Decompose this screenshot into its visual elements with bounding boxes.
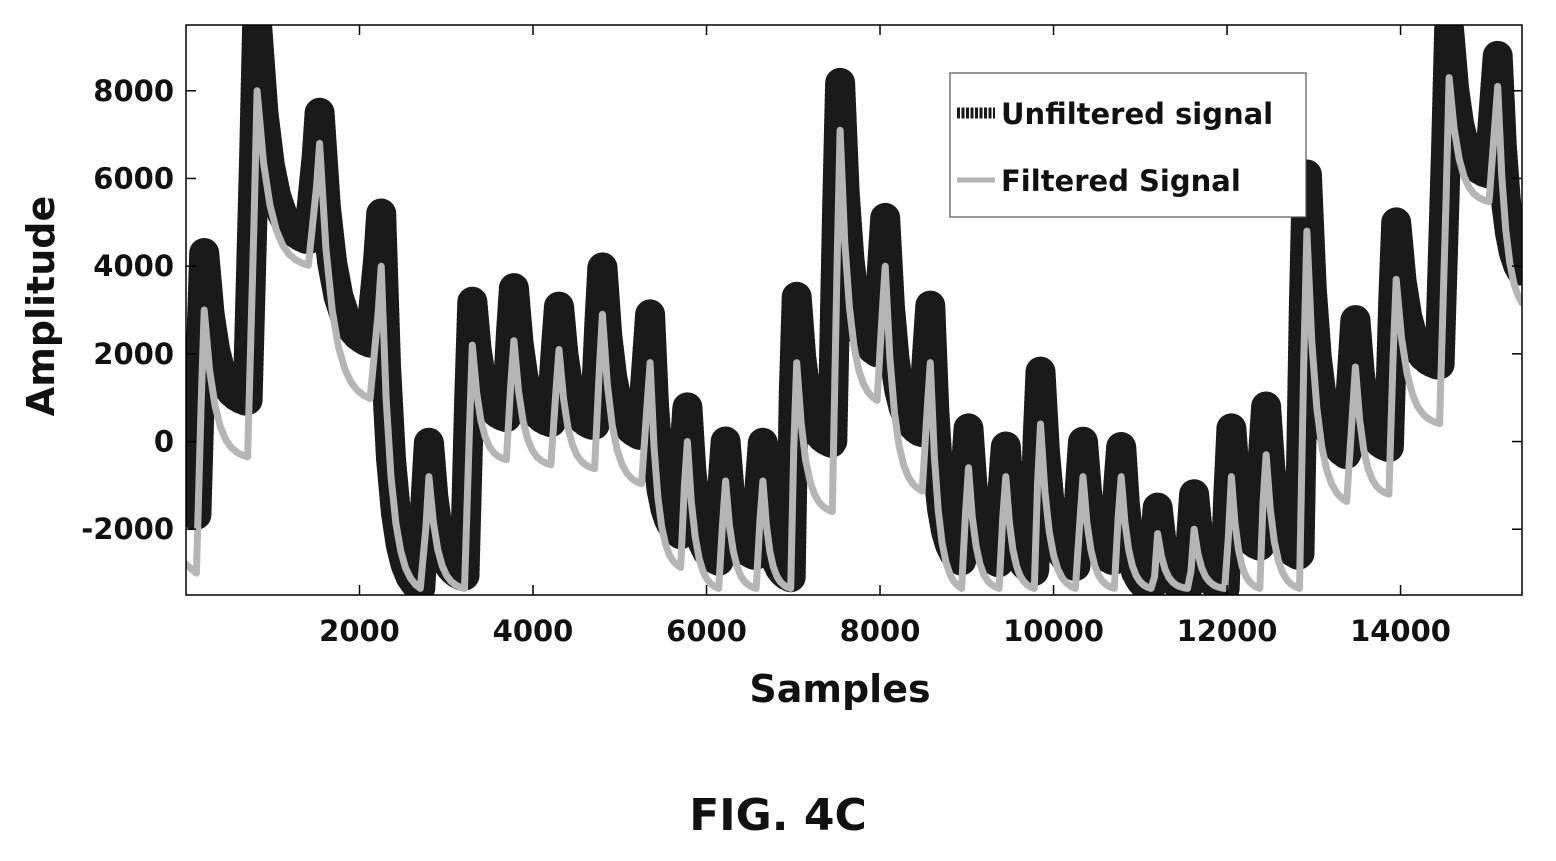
x-axis-label: Samples xyxy=(749,667,930,711)
series-filtered-line xyxy=(186,74,1522,592)
legend: Unfiltered signal Filtered Signal xyxy=(949,72,1307,218)
y-tick-label: 0 xyxy=(154,425,174,459)
x-tick-label: 10000 xyxy=(1003,614,1104,648)
x-tick-label: 4000 xyxy=(493,614,574,648)
x-tick-label: 8000 xyxy=(840,614,921,648)
y-tick-label: 6000 xyxy=(93,161,174,195)
figure-caption: FIG. 4C xyxy=(689,790,867,841)
y-axis: -2000 0 2000 4000 6000 8000 xyxy=(81,74,1522,546)
y-tick-label: 2000 xyxy=(93,337,174,371)
x-axis: 2000 4000 6000 8000 10000 12000 14000 xyxy=(319,25,1451,648)
legend-box xyxy=(949,72,1307,218)
legend-label-filtered: Filtered Signal xyxy=(1001,164,1241,198)
x-tick-label: 12000 xyxy=(1177,614,1278,648)
x-tick-label: 6000 xyxy=(666,614,747,648)
plot-frame xyxy=(185,24,1523,596)
x-tick-label: 14000 xyxy=(1350,614,1451,648)
series-layer xyxy=(186,25,1522,595)
y-tick-label: -2000 xyxy=(81,512,174,546)
series-unfiltered-noise xyxy=(186,25,1522,595)
y-tick-label: 4000 xyxy=(93,249,174,283)
y-tick-label: 8000 xyxy=(93,74,174,108)
legend-label-unfiltered: Unfiltered signal xyxy=(1001,97,1273,131)
x-tick-label: 2000 xyxy=(319,614,400,648)
y-axis-label: Amplitude xyxy=(19,196,63,416)
